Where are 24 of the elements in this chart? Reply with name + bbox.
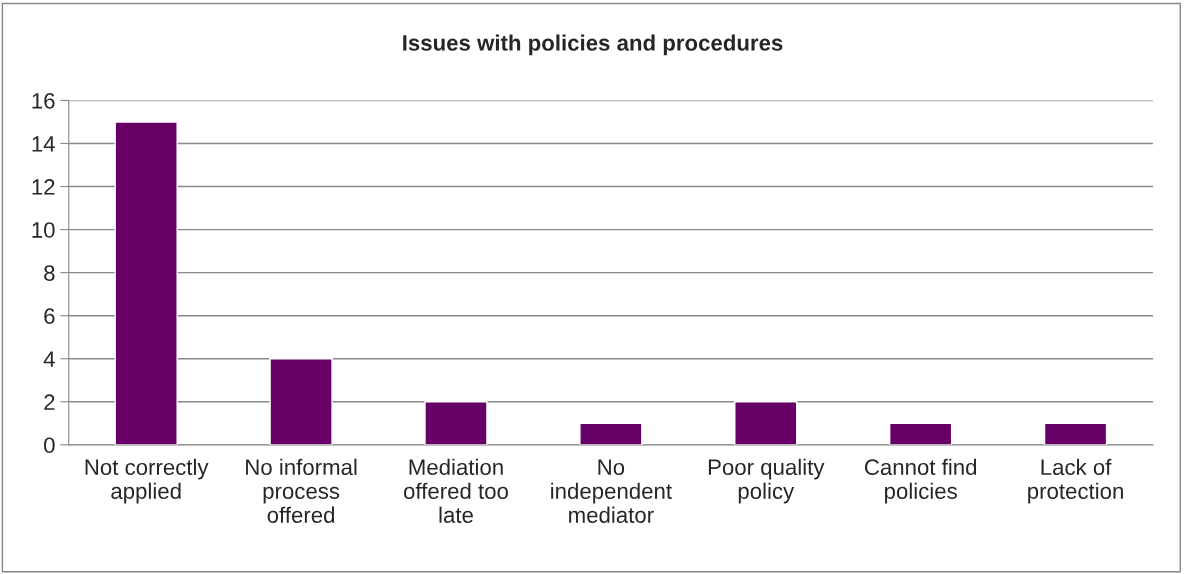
y-tick-label: 14: [32, 136, 55, 152]
bar: [579, 422, 643, 445]
bar: [1043, 422, 1108, 445]
x-tick-label: No independent mediator: [551, 459, 672, 523]
y-tick-label: 8: [44, 265, 55, 281]
y-tick-label: 0: [44, 437, 55, 454]
y-tick-label: 4: [43, 351, 55, 367]
x-tick-label: Lack of protection: [1028, 458, 1123, 504]
y-tick-label: 12: [32, 179, 55, 195]
y-tick-label: 10: [32, 222, 55, 238]
x-tick-label: Cannot find policies: [864, 458, 977, 504]
x-tick-label: Not correctly applied: [85, 458, 209, 504]
x-tick-label: Mediation offered too late: [403, 458, 508, 523]
bar: [114, 121, 178, 445]
bar: [888, 422, 953, 445]
bar: [269, 358, 333, 445]
x-tick-label: No informal process offered: [246, 458, 357, 523]
chart-title: Issues with policies and procedures: [403, 34, 783, 56]
x-tick-label: Poor quality policy: [708, 458, 825, 504]
bar: [424, 401, 488, 445]
y-tick-label: 2: [44, 394, 55, 410]
y-tick-label: 6: [44, 308, 55, 324]
bar: [734, 401, 798, 445]
y-tick-label: 16: [32, 92, 55, 109]
